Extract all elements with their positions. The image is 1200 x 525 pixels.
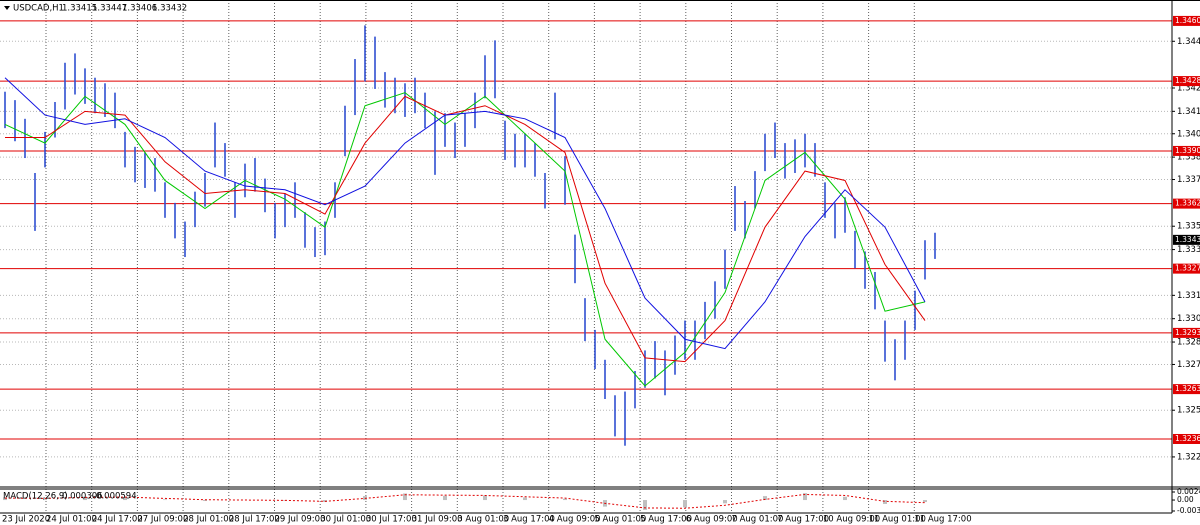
x-tick-label: 24 Jul 17:00 (92, 515, 143, 525)
macd-title: MACD(12,26,9) (3, 492, 68, 502)
y-tick-label: 1.32520 (1177, 406, 1200, 416)
x-tick-label: 7 Aug 01:00 (732, 515, 784, 525)
x-tick-label: 30 Jul 17:00 (366, 515, 417, 525)
y-tick-label: 1.33875 (1177, 153, 1200, 163)
macd-bar (123, 497, 127, 501)
y-tick-label: 1.34245 (1177, 83, 1200, 93)
macd-bar (203, 500, 207, 502)
level-label: 1.33278 (1175, 264, 1200, 273)
x-tick-label: 30 Jul 01:00 (320, 515, 371, 525)
x-tick-label: 4 Aug 09:00 (549, 515, 601, 525)
level-label-bg (1173, 145, 1200, 156)
y-tick-label: 1.32885 (1177, 338, 1200, 348)
macd-bar (83, 496, 87, 501)
level-label: 1.34282 (1175, 76, 1200, 85)
level-label-bg (1173, 76, 1200, 87)
level-label: 1.32934 (1175, 328, 1200, 337)
x-tick-label: 28 Jul 17:00 (229, 515, 280, 525)
x-tick-label: 3 Aug 01:00 (457, 515, 509, 525)
y-tick-label: 1.34120 (1177, 107, 1200, 117)
level-label: 1.32366 (1175, 434, 1200, 443)
x-tick-label: 5 Aug 01:00 (594, 515, 646, 525)
macd-tick-label: 0.00 (1177, 495, 1194, 504)
y-tick-label: 1.33505 (1177, 222, 1200, 232)
last-price-label: 1.33432 (1175, 235, 1200, 244)
level-label-bg (1173, 263, 1200, 274)
x-tick-label: 24 Jul 01:00 (46, 515, 97, 525)
marks-layer (0, 20, 1172, 510)
y-tick-label: 1.33755 (1177, 175, 1200, 185)
x-tick-label: 10 Aug 09:00 (823, 515, 880, 525)
x-tick-label: 5 Aug 17:00 (640, 515, 692, 525)
macd-bar (483, 495, 487, 501)
macd-tick-label: 0.00245 (1177, 487, 1200, 496)
macd-bar (723, 500, 727, 504)
macd-tick-label: -0.00334 (1177, 506, 1200, 515)
x-tick-label: 31 Jul 09:00 (412, 515, 463, 525)
macd-bar (523, 497, 527, 501)
x-tick-label: 3 Aug 17:00 (503, 515, 555, 525)
macd-signal (4, 493, 926, 509)
x-tick-label: 11 Aug 17:00 (914, 515, 971, 525)
y-tick-label: 1.34000 (1177, 129, 1200, 139)
macd-bar (443, 495, 447, 501)
level-label-bg (1173, 15, 1200, 26)
macd-bar (803, 493, 807, 501)
macd-bar (3, 497, 7, 501)
x-tick-label: 23 Jul 2020 (2, 515, 50, 525)
quote-low: 1.33406 (122, 4, 157, 14)
y-tick-label: 1.34495 (1177, 37, 1200, 47)
x-tick-label: 11 Aug 01:00 (869, 515, 926, 525)
level-label-bg (1173, 433, 1200, 444)
x-tick-label: 29 Jul 09:00 (275, 515, 326, 525)
macd-bar (923, 500, 927, 503)
macd-bar (403, 493, 407, 501)
macd-bar (163, 499, 167, 501)
quote-open: 1.33415 (62, 4, 97, 14)
last-price-bg (1173, 234, 1200, 245)
macd-value: 0.000306 (62, 492, 103, 502)
level-label-bg (1173, 198, 1200, 209)
level-label: 1.33626 (1175, 199, 1200, 208)
level-label-bg (1173, 327, 1200, 338)
macd-bar (683, 500, 687, 508)
macd-signal-value: -0.000594 (93, 492, 137, 502)
quote-close: 1.33432 (152, 4, 187, 14)
moving-average (4, 77, 926, 350)
y-tick-label: 1.32270 (1177, 452, 1200, 462)
macd-bar (843, 496, 847, 501)
quote-high: 1.33447 (92, 4, 127, 14)
x-tick-label: 6 Aug 09:00 (686, 515, 738, 525)
header: USDCAD,H1 1.33415 1.33447 1.33406 1.3343… (3, 4, 187, 502)
x-tick-label: 27 Jul 09:00 (137, 515, 188, 525)
menu-arrow (4, 6, 10, 10)
level-label: 1.34604 (1175, 16, 1200, 25)
macd-bar (763, 496, 767, 501)
level-label: 1.32633 (1175, 384, 1200, 393)
y-tick-label: 1.33380 (1177, 245, 1200, 255)
macd-bar (563, 498, 567, 501)
y-tick-label: 1.33010 (1177, 314, 1200, 324)
macd-bar (883, 500, 887, 504)
y-tick-label: 1.32765 (1177, 360, 1200, 370)
macd-bar (43, 499, 47, 501)
x-tick-label: 7 Aug 17:00 (777, 515, 829, 525)
macd-bar (643, 500, 647, 510)
y-tick-label: 1.33135 (1177, 291, 1200, 301)
x-tick-label: 28 Jul 01:00 (183, 515, 234, 525)
level-label-bg (1173, 384, 1200, 395)
symbol-title: USDCAD,H1 (13, 4, 64, 14)
level-label: 1.33908 (1175, 146, 1200, 155)
moving-average (5, 95, 926, 363)
